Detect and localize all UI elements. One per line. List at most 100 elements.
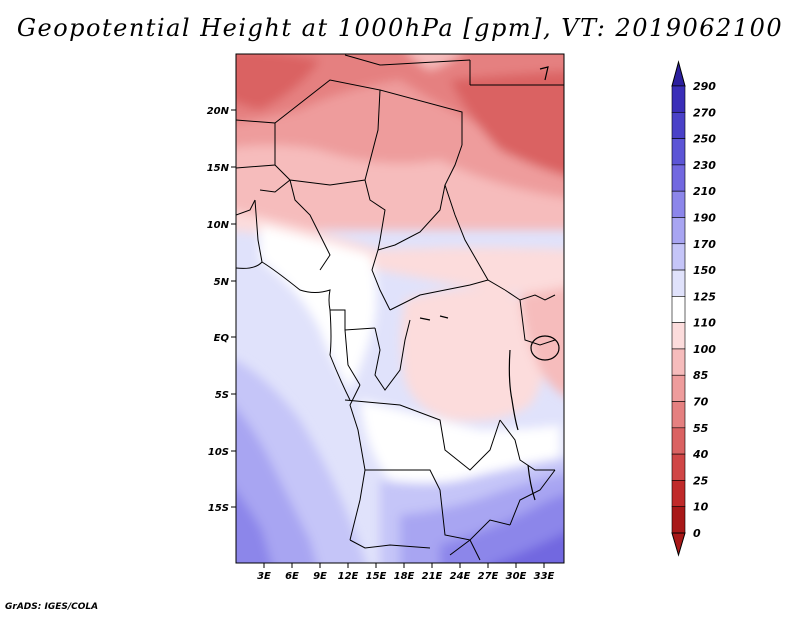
map-frame — [235, 53, 565, 564]
lat-label: 5N — [214, 277, 230, 288]
colorbar-label: 10 — [693, 501, 709, 514]
colorbar-segment — [671, 138, 686, 166]
lon-label: 3E — [257, 571, 271, 582]
lon-label: 12E — [338, 571, 359, 582]
border-nigeria — [289, 179, 331, 271]
colorbar-segment — [671, 190, 686, 218]
nile-delta-mark — [539, 66, 549, 81]
colorbar-label: 270 — [693, 106, 716, 119]
border-cameroon-car — [371, 249, 391, 311]
longitude-axis: 3E 6E 9E 12E 15E 18E 21E 24E 27E 30E 33E — [257, 563, 555, 582]
colorbar: 2902702502302101901701501251101008570554… — [671, 60, 716, 557]
border-burkina — [236, 199, 256, 216]
lon-label: 21E — [422, 571, 443, 582]
field-110-west — [260, 225, 377, 390]
border-angola-drc — [344, 399, 501, 471]
colorbar-arrow-bottom — [671, 532, 686, 557]
field-100-band — [236, 211, 564, 299]
colorbar-segment — [671, 217, 686, 245]
credit-text: GrADS: IGES/COLA — [5, 602, 99, 612]
colorbar-segment — [671, 111, 686, 139]
colorbar-segment — [671, 348, 686, 376]
river-marks — [419, 315, 449, 321]
field-190-southwest — [236, 490, 272, 563]
colorbar-label: 85 — [693, 369, 709, 382]
border-zambia — [365, 469, 511, 541]
border-angola-coast — [349, 384, 366, 541]
lon-label: 18E — [394, 571, 415, 582]
lat-label: 15N — [207, 163, 230, 174]
border-mali-niger — [236, 119, 276, 169]
colorbar-segment — [671, 296, 686, 323]
border-nigeria-chad — [364, 179, 386, 251]
colorbar-label: 40 — [692, 448, 709, 461]
field-110-south — [360, 400, 560, 483]
colorbar-label: 125 — [693, 290, 716, 303]
border-chad-car — [377, 184, 446, 251]
border-car-drc — [389, 279, 489, 311]
colorbar-label: 55 — [693, 422, 709, 435]
border-ghana-togo — [254, 199, 263, 263]
colorbar-segment — [671, 374, 686, 402]
colorbar-label: 0 — [693, 527, 701, 540]
lake-tanganyika — [508, 349, 519, 431]
field-40-northwest — [236, 54, 320, 110]
colorbar-label: 150 — [693, 264, 716, 277]
field-40-northeast — [450, 71, 564, 176]
figure-title: Geopotential Height at 1000hPa [gpm], VT… — [16, 14, 784, 42]
lat-label: EQ — [214, 333, 230, 344]
field-190-southeast — [440, 494, 564, 563]
colorbar-segment — [671, 453, 686, 481]
lat-label: 15S — [208, 503, 229, 514]
lat-label: 5S — [215, 390, 229, 401]
latitude-axis: 20N 15N 10N 5N EQ 5S 10S 15S — [207, 106, 236, 514]
coastline-gulf-of-guinea — [236, 261, 351, 401]
colorbar-segment — [671, 322, 686, 350]
colorbar-segment — [671, 480, 686, 508]
border-south-sudan — [504, 289, 556, 301]
colorbar-label: 25 — [693, 474, 709, 487]
lon-label: 30E — [506, 571, 527, 582]
lon-label: 27E — [478, 571, 499, 582]
colorbar-label: 230 — [693, 159, 716, 172]
colorbar-label: 100 — [693, 343, 716, 356]
lat-label: 20N — [207, 106, 230, 117]
colorbar-segment — [671, 164, 686, 192]
border-congo-drc — [374, 319, 411, 391]
field-85-east — [520, 287, 564, 396]
border-algeria-libya — [344, 54, 471, 66]
lon-label: 24E — [450, 571, 471, 582]
colorbar-label: 290 — [693, 80, 716, 93]
border-gabon-congo — [344, 329, 361, 386]
colorbar-label: 210 — [693, 185, 716, 198]
lon-label: 6E — [285, 571, 299, 582]
lake-victoria — [530, 335, 560, 361]
border-gabon-cameroon — [330, 309, 376, 331]
colorbar-segment — [671, 506, 686, 534]
border-malawi-mozambique — [509, 469, 556, 526]
border-tanzania — [499, 419, 555, 471]
colorbar-segment — [671, 427, 686, 455]
lat-label: 10S — [208, 447, 229, 458]
lon-label: 9E — [313, 571, 327, 582]
colorbar-segment — [671, 243, 686, 271]
colorbar-segment — [671, 269, 686, 297]
lat-label: 10N — [207, 220, 230, 231]
country-borders — [236, 54, 564, 561]
field-210-southeast — [495, 532, 564, 563]
lon-label: 15E — [366, 571, 387, 582]
colorbar-label: 70 — [693, 396, 709, 409]
colorbar-segment — [671, 401, 686, 429]
border-benin-togo — [259, 179, 291, 193]
border-namibia — [349, 539, 431, 549]
border-zimbabwe — [449, 539, 481, 561]
colorbar-label: 250 — [693, 133, 716, 146]
colorbar-segment — [671, 85, 686, 113]
colorbar-label: 170 — [693, 238, 716, 251]
colorbar-label: 110 — [693, 317, 716, 330]
colorbar-arrow-top — [671, 60, 686, 87]
lon-label: 33E — [534, 571, 555, 582]
height-field — [236, 54, 564, 563]
